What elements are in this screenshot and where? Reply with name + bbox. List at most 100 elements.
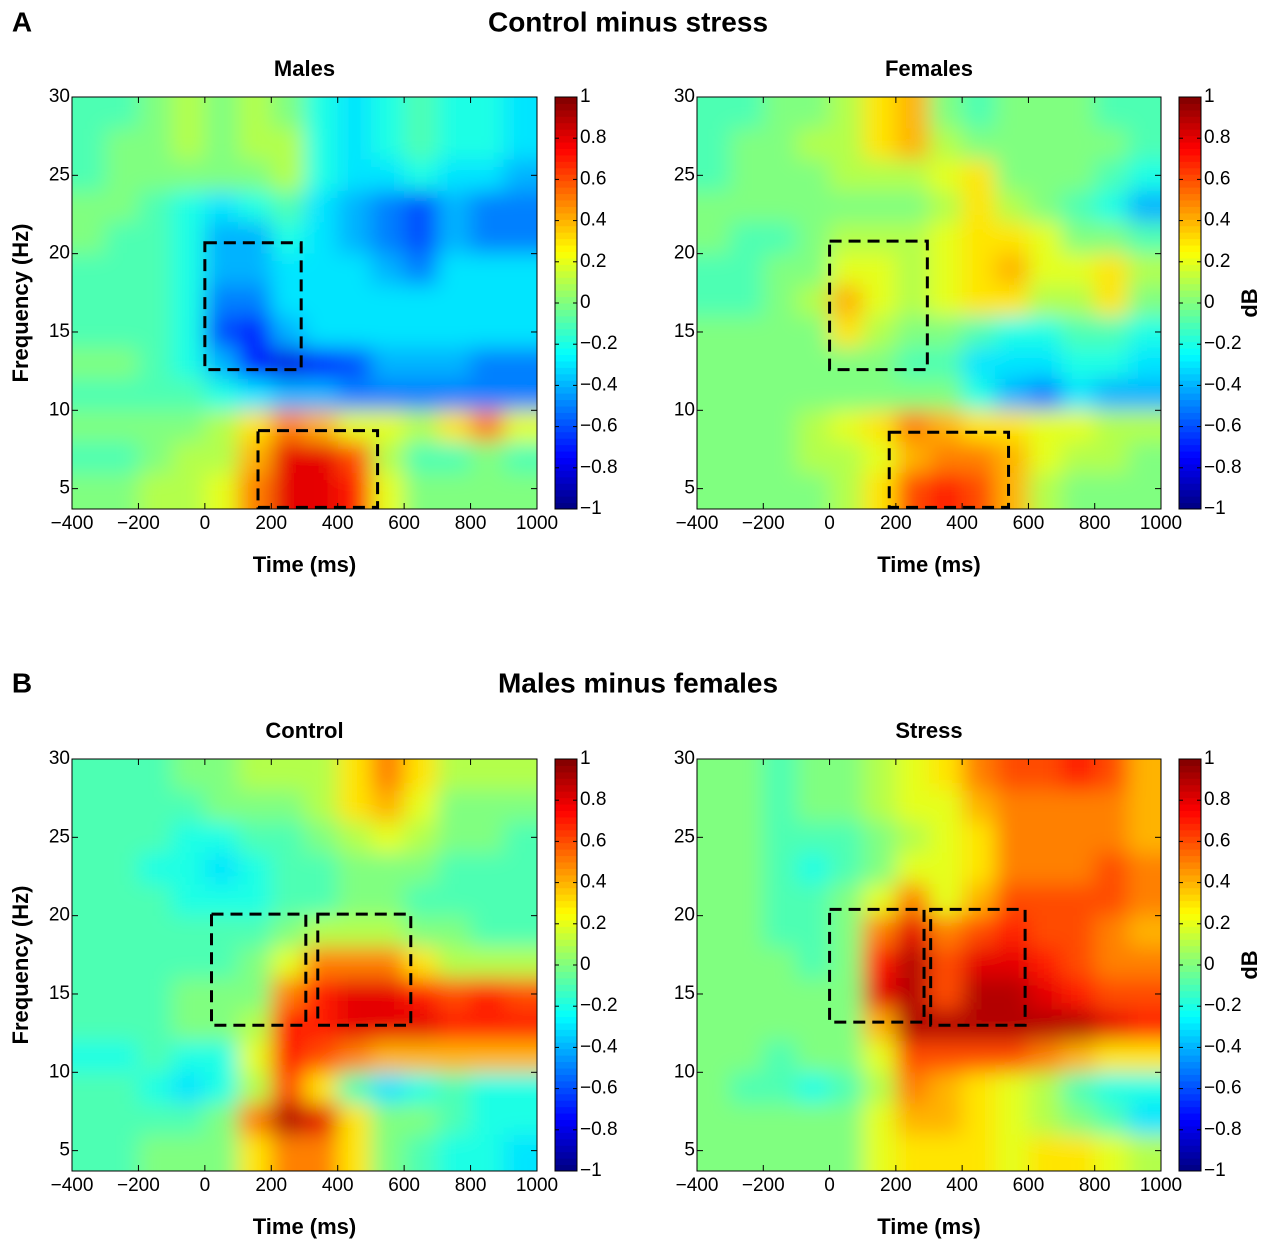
heatmap-cell <box>895 159 930 192</box>
heatmap-cell <box>995 852 1029 885</box>
heatmap-cell <box>470 978 505 1011</box>
heatmap-cell <box>929 284 963 317</box>
heatmap-cell <box>929 946 963 979</box>
y-tick-label: 30 <box>674 86 695 107</box>
heatmap-cell <box>171 378 206 411</box>
heatmap-cell <box>1061 790 1096 823</box>
heatmap-cell <box>271 253 305 286</box>
heatmap-cell <box>1028 852 1063 885</box>
heatmap-cell <box>1061 472 1096 509</box>
heatmap-cell <box>829 472 864 509</box>
heatmap-cell <box>271 790 305 823</box>
heatmap-cell <box>730 190 764 223</box>
heatmap-cell <box>895 790 930 823</box>
heatmap-cell <box>895 378 930 411</box>
heatmap-cell <box>304 978 339 1011</box>
heatmap-cell <box>995 190 1029 223</box>
heatmap-cell <box>470 253 505 286</box>
heatmap-cell <box>1028 915 1063 948</box>
heatmap-cell <box>204 222 239 255</box>
heatmap-cell <box>304 1134 339 1171</box>
colorbar-tick-label: 0 <box>1204 954 1215 975</box>
x-tick-label: −400 <box>676 513 719 534</box>
heatmap-cell <box>238 1134 272 1171</box>
heatmap-cell <box>72 790 106 823</box>
heatmap-cell <box>962 821 996 854</box>
heatmap-cell <box>929 821 963 854</box>
heatmap-cell <box>730 852 764 885</box>
heatmap-cell <box>763 915 797 948</box>
heatmap-cell <box>697 472 731 509</box>
heatmap-cell <box>337 441 372 474</box>
heatmap-cell <box>437 1134 472 1171</box>
heatmap-cell <box>929 128 963 161</box>
heatmap-cell <box>503 1040 537 1073</box>
heatmap-cell <box>995 978 1029 1011</box>
heatmap-cell <box>995 759 1029 791</box>
heatmap-cell <box>72 915 106 948</box>
heatmap-cell <box>1094 852 1129 885</box>
heatmap-cell <box>304 790 339 823</box>
heatmap-cell <box>105 1009 139 1042</box>
y-tick-label: 5 <box>59 1140 70 1161</box>
heatmap-cell <box>204 946 239 979</box>
x-tick-label: −400 <box>676 1175 719 1196</box>
heatmap-cell <box>503 253 537 286</box>
heatmap-cell <box>862 97 897 129</box>
heatmap-cell <box>862 884 897 917</box>
panel-title: Stress <box>895 718 962 743</box>
colorbar-tick-label: −1 <box>580 1160 602 1181</box>
heatmap-cell <box>730 759 764 791</box>
heatmap-cell <box>105 441 139 474</box>
heatmap-cell <box>730 1103 764 1136</box>
colorbar-tick-label: −0.8 <box>580 457 618 478</box>
heatmap-cell <box>238 1103 272 1136</box>
heatmap-cell <box>503 347 537 380</box>
x-tick-label: 0 <box>824 1175 835 1196</box>
y-tick-label: 25 <box>674 164 695 185</box>
heatmap-cell <box>304 347 339 380</box>
heatmap-cell <box>370 821 405 854</box>
heatmap-cell <box>271 1134 305 1171</box>
heatmap-cell <box>829 1134 864 1171</box>
heatmap-cell <box>763 472 797 509</box>
heatmap-cell <box>929 852 963 885</box>
colorbar-tick-label: −0.6 <box>1204 1078 1242 1099</box>
heatmap-cell <box>171 1072 206 1105</box>
heatmap-cell <box>271 1072 305 1105</box>
heatmap-cell <box>304 915 339 948</box>
heatmap-cell <box>503 190 537 223</box>
heatmap-cell <box>1028 884 1063 917</box>
heatmap-cell <box>995 316 1029 349</box>
heatmap-cell <box>763 821 797 854</box>
y-tick-label: 25 <box>674 826 695 847</box>
heatmap-cell <box>1061 97 1096 129</box>
heatmap-cell <box>962 1072 996 1105</box>
heatmap-cell <box>862 410 897 443</box>
heatmap-cell <box>995 284 1029 317</box>
heatmap-cell <box>1094 190 1129 223</box>
y-tick-label: 10 <box>49 1061 70 1082</box>
heatmap-cell <box>304 253 339 286</box>
heatmap-cell <box>404 410 438 443</box>
heatmap-cell <box>337 472 372 509</box>
heatmap-cell <box>370 190 405 223</box>
heatmap-cell <box>829 222 864 255</box>
heatmap-cell <box>138 222 173 255</box>
heatmap-cell <box>304 884 339 917</box>
heatmap-cell <box>962 410 996 443</box>
heatmap-cell <box>1094 253 1129 286</box>
heatmap-cell <box>171 253 206 286</box>
heatmap-cell <box>929 915 963 948</box>
heatmap-cell <box>1028 128 1063 161</box>
heatmap-cell <box>763 978 797 1011</box>
heatmap-cell <box>204 347 239 380</box>
heatmap-cell <box>238 190 272 223</box>
heatmap-cell <box>730 821 764 854</box>
heatmap-cell <box>862 128 897 161</box>
heatmap-cell <box>370 253 405 286</box>
heatmap-cell <box>895 410 930 443</box>
heatmap-cell <box>304 1040 339 1073</box>
heatmap-cell <box>829 1009 864 1042</box>
heatmap-cell <box>204 1040 239 1073</box>
